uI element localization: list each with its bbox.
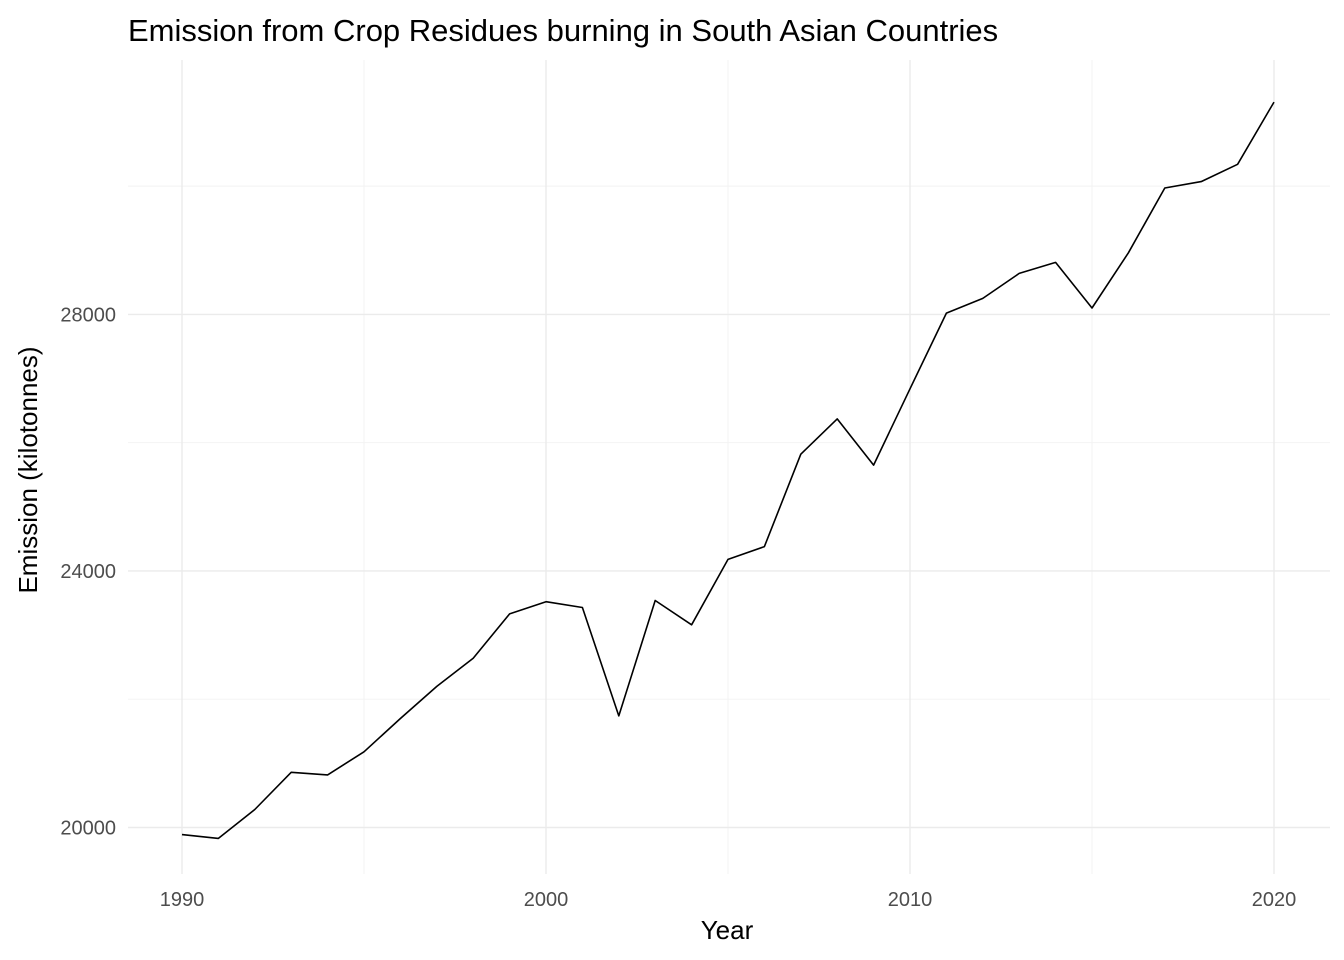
major-gridlines [128,60,1330,874]
y-tick-label: 24000 [60,561,116,583]
y-axis-tick-labels: 20000 24000 28000 [60,304,116,839]
x-tick-label: 2020 [1252,889,1297,911]
y-tick-label: 28000 [60,304,116,326]
series-line [181,101,1275,840]
x-tick-label: 2010 [888,889,933,911]
y-tick-label: 20000 [60,818,116,840]
minor-gridlines [128,60,1330,874]
x-axis-title: Year [701,915,754,945]
series-layer [181,101,1275,840]
x-tick-label: 1990 [160,889,205,911]
chart-title: Emission from Crop Residues burning in S… [128,13,998,48]
x-tick-label: 2000 [524,889,569,911]
x-axis-tick-labels: 1990 2000 2010 2020 [160,889,1297,911]
y-axis-title: Emission (kilotonnes) [13,346,43,593]
